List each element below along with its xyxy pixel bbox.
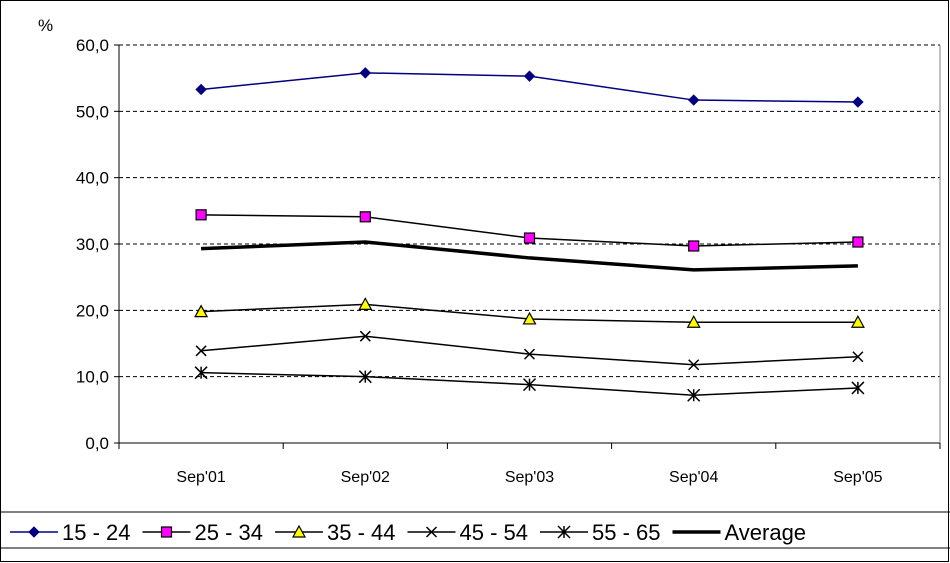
diamond-marker (523, 70, 536, 82)
x-tick-label: Sep'05 (833, 469, 882, 486)
y-tick-label: 30,0 (76, 235, 109, 254)
x-marker (195, 345, 207, 357)
x-marker-stroke (688, 359, 700, 371)
legend-label: 55 - 65 (592, 520, 661, 545)
square-marker (852, 236, 864, 248)
triangle-marker (850, 315, 865, 328)
series-average (201, 240, 858, 272)
x-marker (852, 351, 864, 363)
diamond-marker (28, 526, 40, 538)
y-tick-label: 60,0 (76, 36, 109, 55)
star-marker (194, 366, 208, 380)
series-line (201, 240, 858, 272)
x-tick-label: Sep'03 (505, 469, 554, 486)
series-45-54 (195, 330, 864, 371)
diamond-marker (687, 94, 700, 106)
diamond-marker (359, 67, 372, 79)
legend-label: Average (725, 520, 807, 545)
x-tick-label: Sep'01 (176, 469, 225, 486)
square-marker (523, 232, 536, 244)
star-marker (851, 381, 865, 395)
x-marker (359, 330, 371, 342)
square-marker (195, 209, 207, 221)
legend-item-25-34: 25 - 34 (142, 520, 264, 545)
square-marker (688, 240, 700, 252)
star-marker (358, 370, 372, 384)
legend-item-45-54: 45 - 54 (407, 520, 529, 545)
legend-item-55-65: 55 - 65 (540, 520, 661, 545)
y-tick-label: 40,0 (76, 169, 109, 188)
star-marker (557, 525, 571, 539)
square-marker (160, 526, 173, 538)
x-tick-label: Sep'04 (669, 469, 718, 486)
star-marker (522, 378, 537, 392)
star-marker (687, 388, 701, 402)
legend-item-35-44: 35 - 44 (275, 520, 396, 545)
legend-item-average: Average (672, 520, 807, 545)
x-marker-stroke (359, 330, 371, 342)
axes: 0,0 10,0 20,0 30,0 40,0 50,0 60,0 Sep'01 Sep'02 S… (76, 36, 941, 486)
triangle-marker (194, 304, 209, 318)
y-tick-label: 10,0 (76, 368, 109, 387)
gridlines (119, 44, 940, 378)
legend-label: 25 - 34 (195, 520, 264, 545)
diamond-marker (852, 96, 864, 108)
x-marker (425, 526, 438, 538)
x-marker (523, 348, 536, 360)
legend-item-15-24: 15 - 24 (10, 520, 131, 545)
y-tick-label: 0,0 (85, 434, 109, 453)
series-15-24 (195, 67, 864, 108)
y-tick-label: 20,0 (76, 301, 109, 320)
y-axis-unit-label: % (38, 16, 53, 35)
legend-label: 45 - 54 (460, 520, 529, 545)
series-lines (194, 67, 865, 402)
x-tick-label: Sep'02 (341, 469, 390, 486)
legend-label: 15 - 24 (62, 520, 131, 545)
square-marker (359, 211, 371, 223)
triangle-marker (291, 524, 307, 538)
y-tick-label: 50,0 (76, 102, 109, 121)
diamond-marker (195, 83, 207, 96)
series-25-34 (195, 209, 864, 252)
x-marker-stroke (852, 351, 864, 363)
x-marker-stroke (195, 345, 207, 357)
triangle-marker (522, 311, 537, 325)
x-marker-stroke (523, 348, 536, 360)
x-marker (688, 359, 700, 371)
series-55-65 (194, 366, 865, 402)
series-35-44 (194, 297, 865, 328)
x-marker-stroke (425, 526, 438, 538)
triangle-marker (358, 297, 373, 310)
legend: 15 - 24 25 - 34 35 - 44 45 - 54 55 - 65 Avera… (0, 511, 950, 549)
legend-label: 35 - 44 (327, 520, 396, 545)
triangle-marker (686, 315, 701, 328)
